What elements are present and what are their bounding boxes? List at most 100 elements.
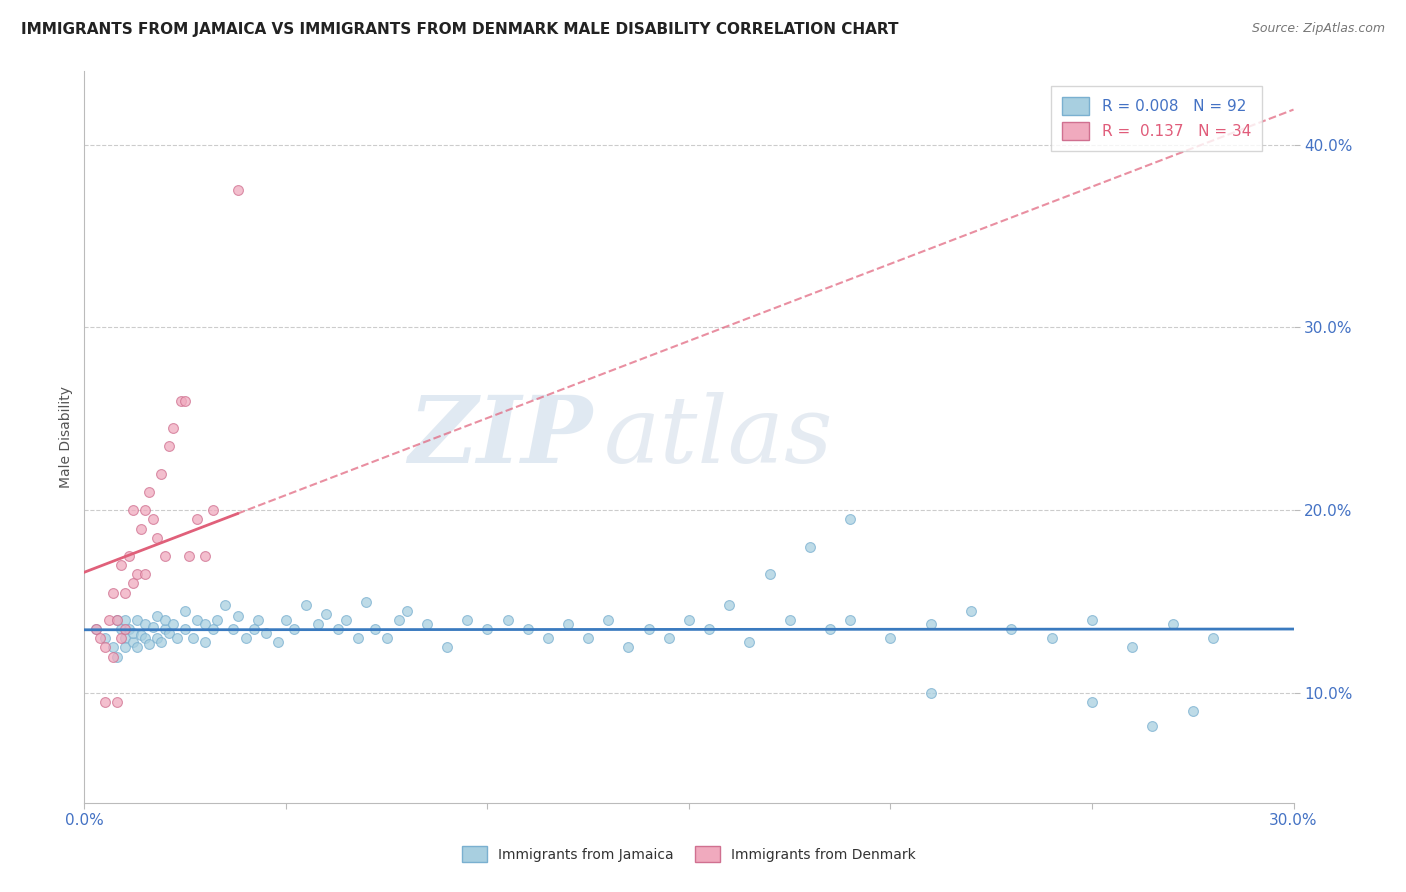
Point bbox=[436, 640, 458, 655]
Point bbox=[516, 622, 538, 636]
Point bbox=[105, 649, 128, 664]
Point bbox=[153, 613, 176, 627]
Point bbox=[86, 622, 108, 636]
Point bbox=[174, 622, 197, 636]
Point bbox=[1000, 622, 1022, 636]
Y-axis label: Male Disability: Male Disability bbox=[59, 386, 73, 488]
Point bbox=[839, 512, 862, 526]
Point bbox=[146, 609, 169, 624]
Point bbox=[818, 622, 841, 636]
Point bbox=[153, 549, 176, 563]
Point bbox=[101, 649, 124, 664]
Point bbox=[617, 640, 640, 655]
Point bbox=[295, 599, 318, 613]
Point bbox=[598, 613, 620, 627]
Point bbox=[246, 613, 269, 627]
Point bbox=[93, 695, 115, 709]
Point bbox=[718, 599, 741, 613]
Point bbox=[105, 695, 128, 709]
Point bbox=[105, 613, 128, 627]
Point bbox=[101, 585, 124, 599]
Point bbox=[142, 512, 165, 526]
Point bbox=[356, 594, 378, 608]
Text: Source: ZipAtlas.com: Source: ZipAtlas.com bbox=[1251, 22, 1385, 36]
Point bbox=[138, 637, 160, 651]
Point bbox=[1202, 632, 1225, 646]
Point bbox=[557, 616, 579, 631]
Point bbox=[181, 632, 204, 646]
Point bbox=[125, 613, 148, 627]
Point bbox=[170, 393, 193, 408]
Point bbox=[157, 439, 180, 453]
Point bbox=[799, 540, 821, 554]
Point bbox=[194, 616, 217, 631]
Point bbox=[134, 616, 156, 631]
Point bbox=[678, 613, 700, 627]
Legend: Immigrants from Jamaica, Immigrants from Denmark: Immigrants from Jamaica, Immigrants from… bbox=[456, 839, 922, 869]
Point bbox=[162, 421, 184, 435]
Point bbox=[166, 632, 188, 646]
Point bbox=[226, 609, 249, 624]
Point bbox=[121, 576, 143, 591]
Point bbox=[267, 635, 290, 649]
Point bbox=[134, 567, 156, 582]
Point bbox=[114, 585, 136, 599]
Point bbox=[839, 613, 862, 627]
Point bbox=[118, 622, 141, 636]
Point bbox=[114, 632, 136, 646]
Point bbox=[363, 622, 385, 636]
Point bbox=[174, 393, 197, 408]
Point bbox=[307, 616, 329, 631]
Point bbox=[142, 620, 165, 634]
Point bbox=[174, 604, 197, 618]
Point bbox=[242, 622, 264, 636]
Point bbox=[134, 503, 156, 517]
Point bbox=[456, 613, 478, 627]
Point bbox=[375, 632, 398, 646]
Point bbox=[960, 604, 983, 618]
Point bbox=[114, 622, 136, 636]
Point bbox=[93, 640, 115, 655]
Point bbox=[153, 622, 176, 636]
Text: ZIP: ZIP bbox=[408, 392, 592, 482]
Point bbox=[129, 627, 152, 641]
Point bbox=[186, 512, 208, 526]
Point bbox=[105, 613, 128, 627]
Point bbox=[125, 640, 148, 655]
Point bbox=[157, 625, 180, 640]
Point bbox=[235, 632, 257, 646]
Point bbox=[537, 632, 560, 646]
Point bbox=[920, 616, 942, 631]
Point bbox=[114, 613, 136, 627]
Point bbox=[149, 467, 172, 481]
Text: IMMIGRANTS FROM JAMAICA VS IMMIGRANTS FROM DENMARK MALE DISABILITY CORRELATION C: IMMIGRANTS FROM JAMAICA VS IMMIGRANTS FR… bbox=[21, 22, 898, 37]
Point bbox=[879, 632, 901, 646]
Text: atlas: atlas bbox=[605, 392, 834, 482]
Point bbox=[1142, 719, 1164, 733]
Point bbox=[1161, 616, 1184, 631]
Point bbox=[388, 613, 411, 627]
Point bbox=[315, 607, 337, 622]
Point bbox=[118, 549, 141, 563]
Point bbox=[93, 632, 115, 646]
Point bbox=[194, 549, 217, 563]
Point bbox=[114, 640, 136, 655]
Point bbox=[162, 616, 184, 631]
Point bbox=[86, 622, 108, 636]
Point bbox=[146, 531, 169, 545]
Point bbox=[416, 616, 439, 631]
Point bbox=[328, 622, 350, 636]
Point bbox=[202, 503, 225, 517]
Point bbox=[477, 622, 499, 636]
Point bbox=[194, 635, 217, 649]
Point bbox=[222, 622, 245, 636]
Point bbox=[97, 613, 120, 627]
Point bbox=[110, 632, 132, 646]
Point bbox=[89, 632, 111, 646]
Point bbox=[146, 632, 169, 646]
Point bbox=[1040, 632, 1063, 646]
Point bbox=[658, 632, 681, 646]
Point bbox=[186, 613, 208, 627]
Point bbox=[214, 599, 236, 613]
Point bbox=[207, 613, 229, 627]
